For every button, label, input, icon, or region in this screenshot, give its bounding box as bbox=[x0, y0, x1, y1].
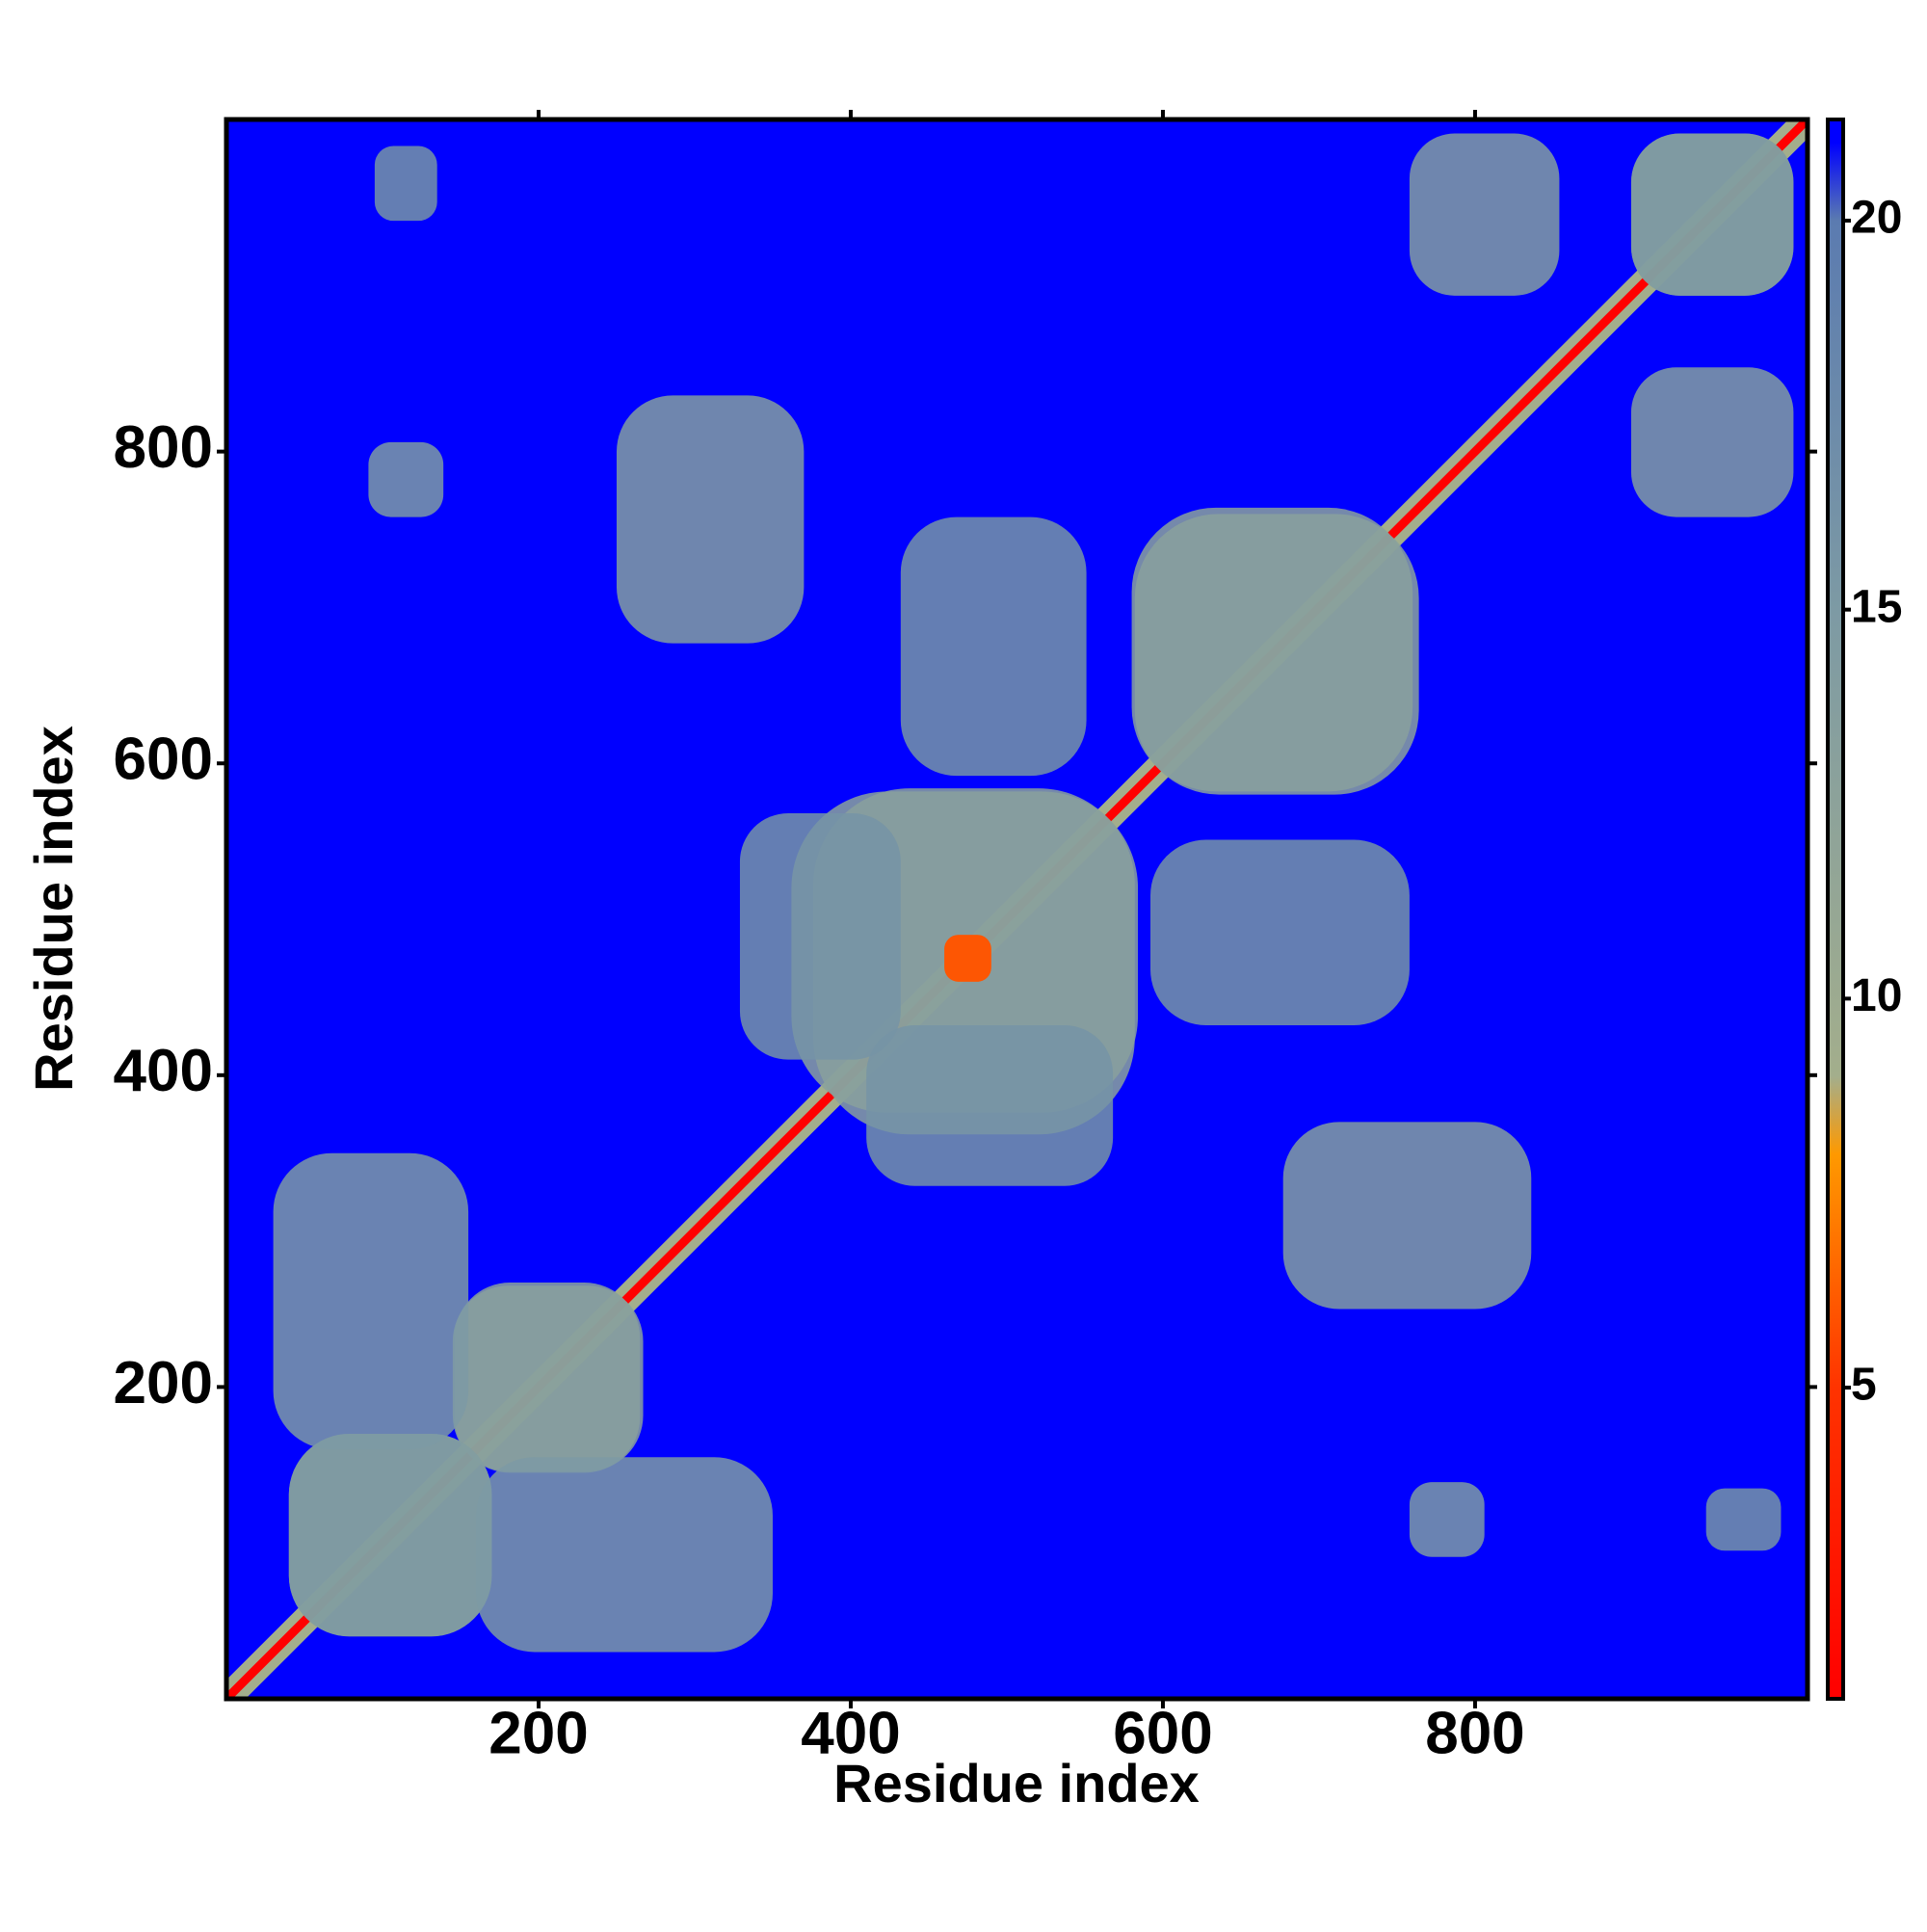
contact-patch bbox=[1409, 133, 1560, 296]
contact-patch bbox=[900, 516, 1087, 777]
heatmap bbox=[226, 119, 1808, 1699]
contact-patch bbox=[944, 935, 991, 982]
colorbar-tick-label: 5 bbox=[1851, 1360, 1877, 1411]
contact-patch bbox=[1282, 1122, 1532, 1310]
x-tick-label: 400 bbox=[801, 1700, 900, 1766]
contact-patch bbox=[476, 1457, 773, 1653]
contact-patch bbox=[616, 395, 805, 644]
contact-patch bbox=[288, 1433, 492, 1637]
x-tick-label: 800 bbox=[1425, 1700, 1524, 1766]
contact-patch bbox=[454, 1283, 641, 1473]
colorbar-tick-label: 15 bbox=[1851, 581, 1902, 632]
contact-patch bbox=[374, 146, 437, 222]
contact-patch bbox=[866, 1025, 1114, 1186]
y-tick-label: 800 bbox=[114, 414, 213, 481]
contact-patch bbox=[1409, 1482, 1485, 1557]
colorbar-tick-label: 10 bbox=[1851, 970, 1902, 1021]
y-tick-label: 600 bbox=[114, 727, 213, 793]
contact-patch bbox=[368, 441, 444, 517]
x-tick-label: 200 bbox=[488, 1700, 588, 1766]
y-tick-label: 200 bbox=[114, 1350, 213, 1416]
contact-patch bbox=[1150, 839, 1410, 1026]
contact-patch bbox=[273, 1152, 469, 1450]
contact-patch bbox=[1705, 1488, 1782, 1551]
y-axis-title: Residue index bbox=[23, 726, 84, 1092]
y-tick-label: 400 bbox=[114, 1038, 213, 1104]
x-axis-title: Residue index bbox=[833, 1753, 1200, 1813]
contact-patch bbox=[1630, 133, 1794, 296]
contact-patch bbox=[1630, 367, 1794, 517]
contact-patch bbox=[739, 812, 901, 1060]
plot-frame bbox=[224, 117, 1810, 1702]
colorbar-tick-label: 20 bbox=[1851, 193, 1902, 244]
contact-patch bbox=[1134, 514, 1419, 795]
x-tick-label: 600 bbox=[1113, 1700, 1212, 1766]
colorbar bbox=[1826, 118, 1845, 1701]
